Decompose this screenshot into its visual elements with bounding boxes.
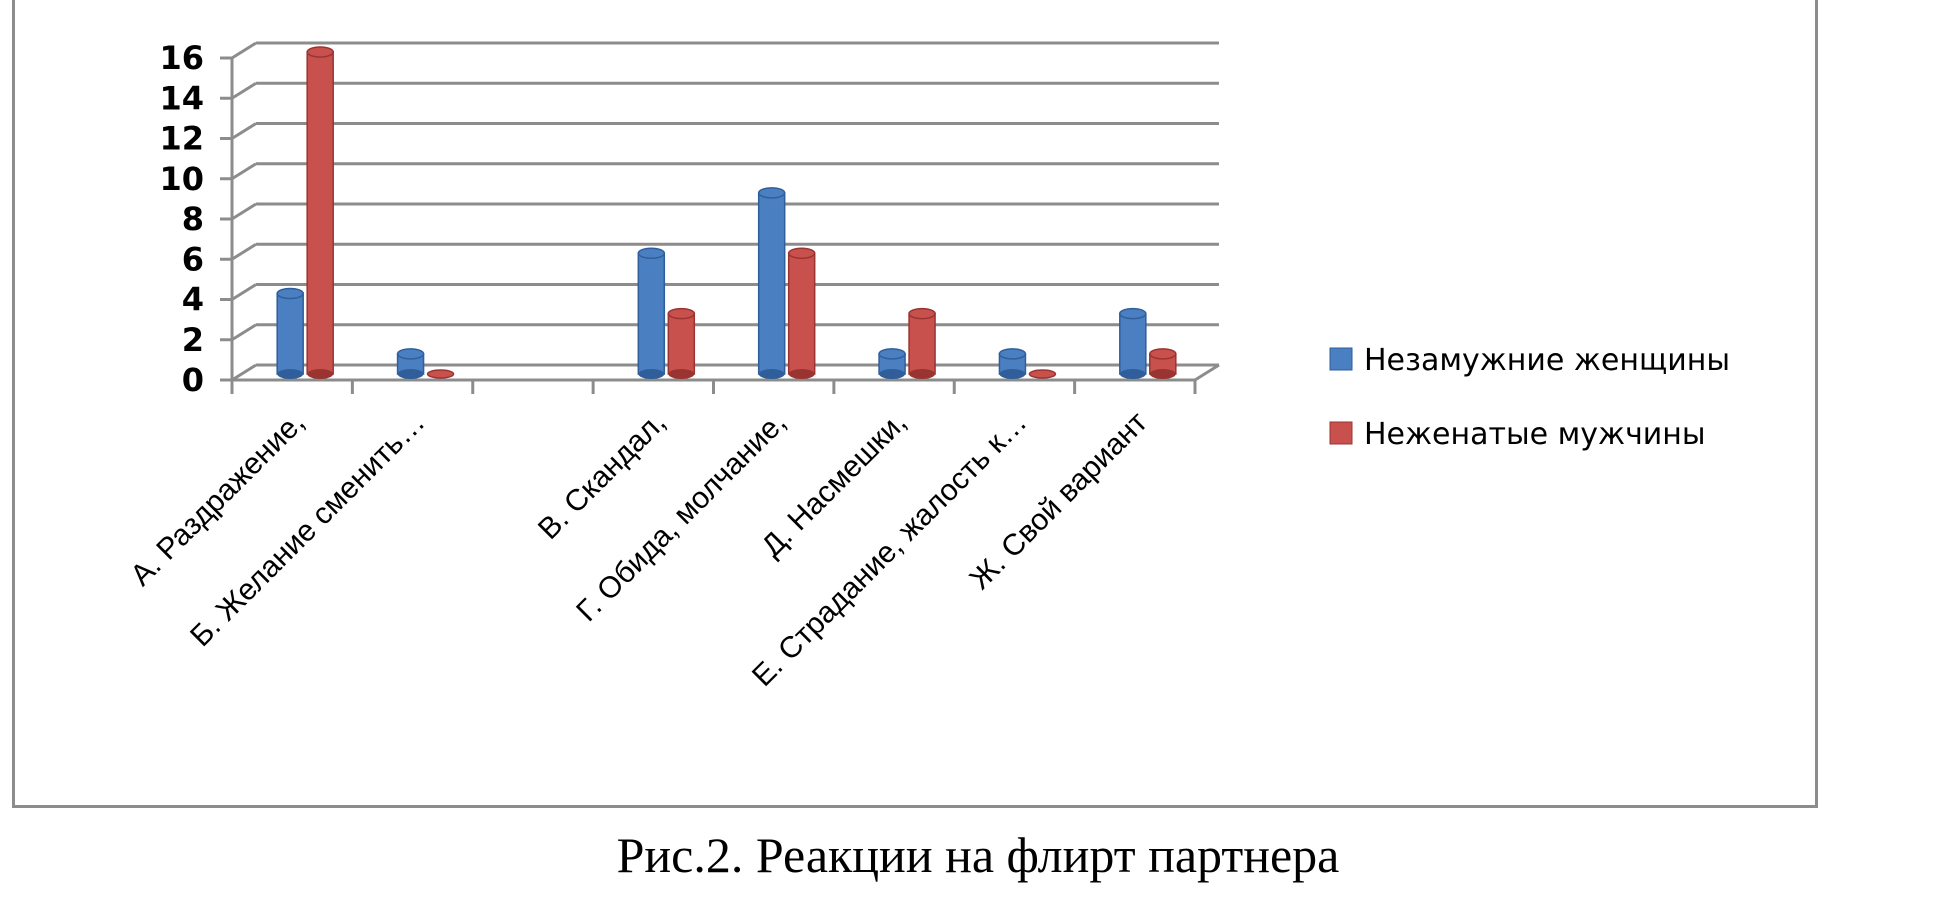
legend-swatch-2: [1329, 421, 1353, 445]
legend-label-2: Неженатые мужчины: [1364, 417, 1706, 452]
bar-top: [306, 46, 334, 58]
bar-base: [1119, 369, 1146, 379]
gridline-side: [231, 81, 257, 100]
bar-2: [667, 312, 696, 375]
bar-top: [276, 287, 304, 300]
bar-2: [908, 312, 936, 375]
bar-1: [637, 252, 666, 375]
y-tick-label: 4: [182, 281, 204, 319]
y-tick-label: 8: [182, 200, 204, 238]
legend-swatch-1: [1329, 347, 1353, 371]
y-tick-label: 14: [159, 79, 204, 117]
bar-base: [638, 369, 665, 379]
y-tick-label: 6: [182, 240, 204, 278]
figure-caption: Рис.2. Реакции на флирт партнера: [616, 827, 1340, 883]
bar-base: [277, 369, 304, 379]
gridline-side: [231, 283, 257, 301]
y-tick-label: 2: [182, 321, 204, 359]
bar-2-zero: [426, 369, 455, 379]
bar-top: [667, 307, 696, 320]
bar-2-zero: [1028, 369, 1057, 379]
gridline-side: [231, 41, 257, 60]
bar-top: [998, 348, 1027, 360]
bar-1: [276, 292, 304, 375]
bar-base: [758, 369, 785, 379]
y-tick-label: 12: [159, 120, 204, 158]
bar-2: [787, 252, 816, 375]
bar-base: [668, 369, 695, 379]
bar-2: [306, 51, 334, 375]
bar-top: [1149, 348, 1177, 360]
category-label: Г. Обида, молчание,: [570, 406, 792, 628]
bar-1: [757, 192, 786, 375]
bar-base: [879, 369, 906, 379]
category-label: Б. Желание сменить…: [184, 406, 431, 653]
gridline-side: [231, 162, 257, 181]
y-tick-label: 0: [182, 361, 204, 399]
y-tick-label: 10: [159, 160, 204, 198]
y-tick-label: 16: [159, 39, 204, 77]
bar-top: [878, 348, 906, 360]
gridline-side: [231, 242, 257, 261]
gridline-side: [231, 323, 257, 342]
gridline-side: [231, 202, 257, 221]
bar-base: [1149, 369, 1176, 379]
bar-1: [1119, 312, 1147, 375]
floor-edge: [1194, 363, 1220, 382]
bar-base: [307, 369, 334, 379]
bar-base: [999, 369, 1026, 379]
bar-top: [1119, 307, 1147, 320]
gridline-side: [231, 122, 257, 140]
bar-base: [909, 369, 936, 379]
legend-label-1: Незамужние женщины: [1364, 343, 1730, 378]
gridline-side: [231, 363, 257, 382]
bar-base: [397, 369, 424, 379]
bar-top: [396, 348, 425, 360]
bar-top: [637, 247, 666, 259]
bar-top: [908, 307, 936, 320]
bar-top: [757, 187, 786, 199]
bar-base: [788, 369, 815, 379]
bar-top: [787, 247, 816, 259]
